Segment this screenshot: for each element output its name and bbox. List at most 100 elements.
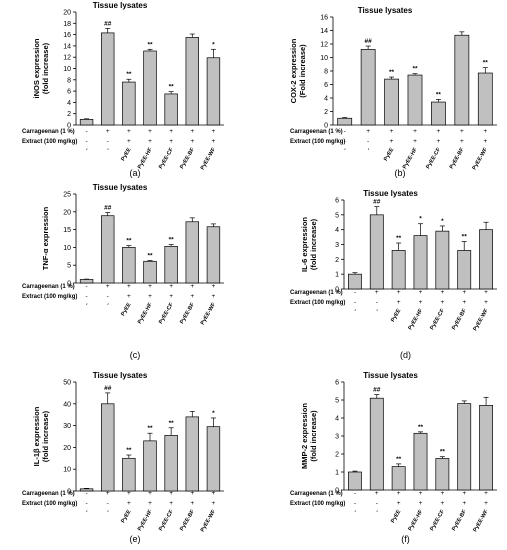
y-tick-label: 12 xyxy=(63,55,71,62)
y-tick-label: 4 xyxy=(335,227,339,234)
y-tick-label: 6 xyxy=(324,82,328,89)
x-tick-label: PyEE-CF xyxy=(429,508,446,532)
extract-mark: - xyxy=(107,500,109,507)
row-label-carrageenan: Carrageenan (1 %) xyxy=(290,491,343,497)
extract-mark: - xyxy=(85,500,87,507)
significance-label: ** xyxy=(126,238,132,245)
y-tick-label: 50 xyxy=(63,380,71,387)
bar xyxy=(79,118,94,126)
y-axis-label: (fold increase) xyxy=(309,410,318,462)
extract-mark: + xyxy=(397,299,401,306)
extract-mark: + xyxy=(190,293,194,300)
x-tick-label: PyEE-HF xyxy=(402,146,419,170)
extract-mark: - xyxy=(354,500,356,507)
x-tick-label: PyEE-CF xyxy=(158,301,175,325)
bar xyxy=(413,432,428,491)
carrageenan-mark: + xyxy=(169,490,173,497)
carrageenan-mark: - xyxy=(85,490,87,497)
bar xyxy=(369,214,384,290)
y-tick-label: 2 xyxy=(67,111,71,118)
y-tick-label: 20 xyxy=(63,445,71,452)
y-tick-label: 0 xyxy=(67,489,71,496)
carrageenan-mark: + xyxy=(375,490,379,497)
significance-label: ## xyxy=(104,20,112,27)
y-tick-label: 0 xyxy=(335,488,339,495)
y-tick-label: 4 xyxy=(324,96,328,103)
significance-label: ## xyxy=(373,199,381,206)
row-label-carrageenan: Carrageenan (1 %) xyxy=(22,129,75,135)
extract-mark: + xyxy=(212,293,216,300)
y-tick-label: 4 xyxy=(67,100,71,107)
y-axis-label: TNF-α expression xyxy=(41,206,50,270)
bar xyxy=(101,215,115,284)
carrageenan-mark: + xyxy=(483,128,487,135)
carrageenan-mark: + xyxy=(212,128,216,135)
y-tick-label: 30 xyxy=(63,423,71,430)
row-label-carrageenan: Carrageenan (1 %) xyxy=(22,491,75,497)
y-tick-label: 12 xyxy=(320,42,328,49)
y-tick-label: 15 xyxy=(63,227,71,234)
extract-mark: + xyxy=(484,500,488,507)
bar xyxy=(185,37,199,126)
carrageenan-mark: + xyxy=(169,128,173,135)
x-tick-label: PyEE-BF xyxy=(449,146,466,170)
x-tick-label: PyEE-WF xyxy=(200,146,218,171)
significance-label: ** xyxy=(169,420,175,427)
bar xyxy=(143,50,157,126)
x-tick-label: PyEE xyxy=(390,308,402,323)
carrageenan-mark: + xyxy=(106,283,110,290)
x-tick-label: PyEE-CF xyxy=(425,146,442,170)
row-label-extract: Extract (100 mg/kg) xyxy=(290,139,345,145)
y-tick-label: 2 xyxy=(324,109,328,116)
row-label-extract: Extract (100 mg/kg) xyxy=(22,294,77,300)
x-tick-label: PyEE xyxy=(120,509,132,524)
extract-mark: + xyxy=(419,299,423,306)
extract-mark: + xyxy=(169,293,173,300)
x-tick-label: PyEE xyxy=(383,147,395,162)
x-tick-label: - xyxy=(84,509,90,514)
y-axis-label: (fold increase) xyxy=(41,410,50,462)
carrageenan-mark: + xyxy=(462,490,466,497)
carrageenan-mark: + xyxy=(437,128,441,135)
row-label-extract: Extract (100 mg/kg) xyxy=(22,139,77,145)
carrageenan-mark: + xyxy=(190,490,194,497)
bar xyxy=(101,32,115,126)
carrageenan-mark: + xyxy=(148,283,152,290)
bar xyxy=(477,72,493,126)
carrageenan-mark: + xyxy=(419,490,423,497)
bar xyxy=(454,34,470,126)
x-tick-label: PyEE-WF xyxy=(472,508,490,533)
bar xyxy=(457,403,472,491)
y-axis-label: (fold increase) xyxy=(41,42,50,94)
significance-label: ** xyxy=(436,91,442,98)
bar xyxy=(206,426,221,492)
extract-mark: + xyxy=(212,138,216,145)
y-tick-label: 2 xyxy=(335,257,339,264)
carrageenan-mark: + xyxy=(397,289,401,296)
x-tick-label: PyEE-WF xyxy=(472,307,490,332)
significance-label: ** xyxy=(389,69,395,76)
bar xyxy=(369,397,384,491)
x-tick-label: PyEE-WF xyxy=(472,146,490,171)
x-tick-label: PyEE-BF xyxy=(451,508,468,532)
extract-mark: + xyxy=(462,299,466,306)
bar xyxy=(122,81,136,126)
y-tick-label: 3 xyxy=(335,242,339,249)
bar xyxy=(164,435,178,492)
bar xyxy=(185,416,199,492)
carrageenan-mark: - xyxy=(85,283,87,290)
bar xyxy=(391,466,406,491)
y-tick-label: 16 xyxy=(63,32,71,39)
carrageenan-mark: + xyxy=(484,289,488,296)
panel-label: (b) xyxy=(395,168,406,178)
x-tick-label: - xyxy=(374,308,380,313)
y-tick-label: 1 xyxy=(335,272,339,279)
y-axis-label: iNOS expression xyxy=(32,38,41,98)
panel-label: (f) xyxy=(401,534,410,544)
x-tick-label: - xyxy=(353,509,359,514)
y-axis-label: (fold increase) xyxy=(309,218,318,270)
bar xyxy=(122,247,136,284)
y-tick-label: 16 xyxy=(320,15,328,22)
y-tick-label: 5 xyxy=(335,398,339,405)
